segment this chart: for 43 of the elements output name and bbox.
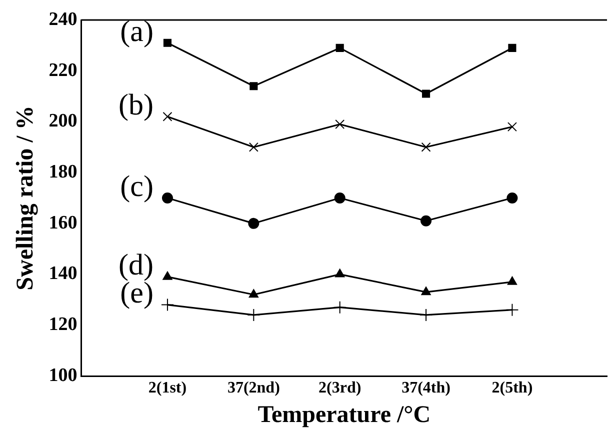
y-tick-label: 120 xyxy=(48,314,78,336)
y-tick-label: 160 xyxy=(48,212,78,234)
y-tick-label: 220 xyxy=(48,60,78,81)
point xyxy=(333,300,346,314)
point xyxy=(162,112,172,122)
y-axis-title: Swelling ratio / % xyxy=(12,106,39,290)
y-tick-label: 200 xyxy=(48,110,78,132)
point xyxy=(421,142,431,152)
point xyxy=(160,298,174,312)
point xyxy=(506,303,519,316)
point xyxy=(334,192,346,204)
x-tick-label: 37(2nd) xyxy=(227,380,280,397)
point xyxy=(421,286,431,296)
point xyxy=(507,276,518,285)
point xyxy=(162,192,173,204)
point xyxy=(247,308,260,322)
point xyxy=(508,44,516,52)
point xyxy=(250,82,258,90)
x-tick-label: 37(4th) xyxy=(402,380,450,397)
point xyxy=(162,271,172,280)
x-axis-title: Temperature /°C xyxy=(258,402,431,428)
point xyxy=(248,289,258,298)
point xyxy=(248,142,258,152)
y-tick-label: 180 xyxy=(48,161,78,182)
point xyxy=(506,192,518,204)
point xyxy=(248,218,260,229)
point xyxy=(420,308,433,322)
series-label: (a) xyxy=(120,14,154,48)
point xyxy=(335,120,345,129)
point xyxy=(422,90,430,98)
y-tick-label: 140 xyxy=(48,263,78,284)
series-label: (b) xyxy=(118,88,154,122)
point xyxy=(163,38,172,47)
point xyxy=(335,268,345,278)
x-tick-label: 2(5th) xyxy=(492,380,533,397)
series-label: (c) xyxy=(120,170,154,203)
point xyxy=(507,122,517,132)
x-tick-label: 2(3rd) xyxy=(318,380,362,397)
x-tick-label: 2(1st) xyxy=(148,380,187,397)
y-tick-label: 240 xyxy=(48,8,78,30)
point xyxy=(420,215,432,226)
y-tick-label: 100 xyxy=(48,364,78,386)
point xyxy=(336,44,344,52)
